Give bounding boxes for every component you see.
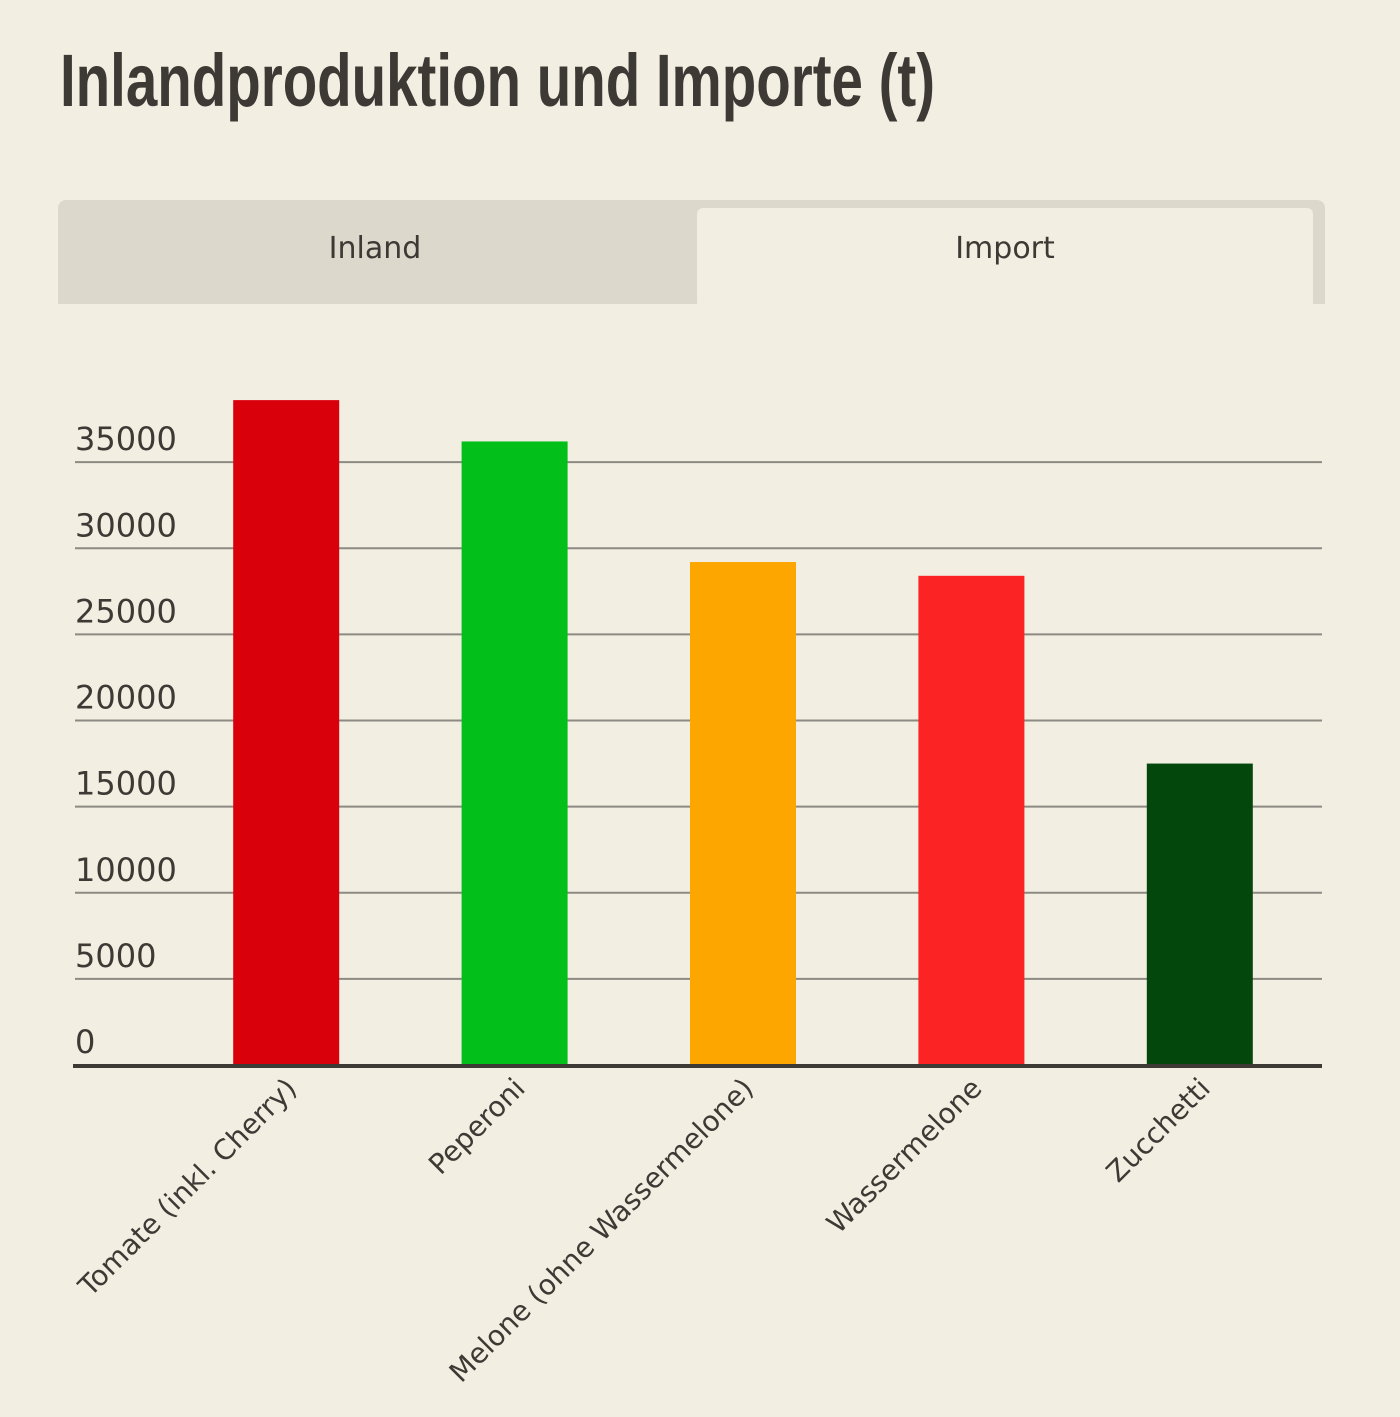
y-tick-label: 5000 [75, 937, 156, 975]
active-tab[interactable] [697, 208, 1313, 308]
y-tick-label: 10000 [75, 851, 177, 889]
y-tick-label: 35000 [75, 420, 177, 458]
bar [918, 575, 1025, 1065]
bar [690, 562, 796, 1065]
y-tick-label: 15000 [75, 765, 177, 803]
page-title: Inlandproduktion und Importe (t) [60, 39, 935, 122]
y-tick-label: 0 [75, 1023, 95, 1061]
y-tick-label: 30000 [75, 506, 177, 544]
bar [461, 441, 568, 1066]
tab-import[interactable]: Import [955, 231, 1055, 266]
tab-inland[interactable]: Inland [329, 231, 422, 266]
bar [233, 400, 340, 1065]
y-tick-label: 25000 [75, 592, 177, 630]
y-tick-label: 20000 [75, 679, 177, 717]
bar [1146, 763, 1253, 1065]
